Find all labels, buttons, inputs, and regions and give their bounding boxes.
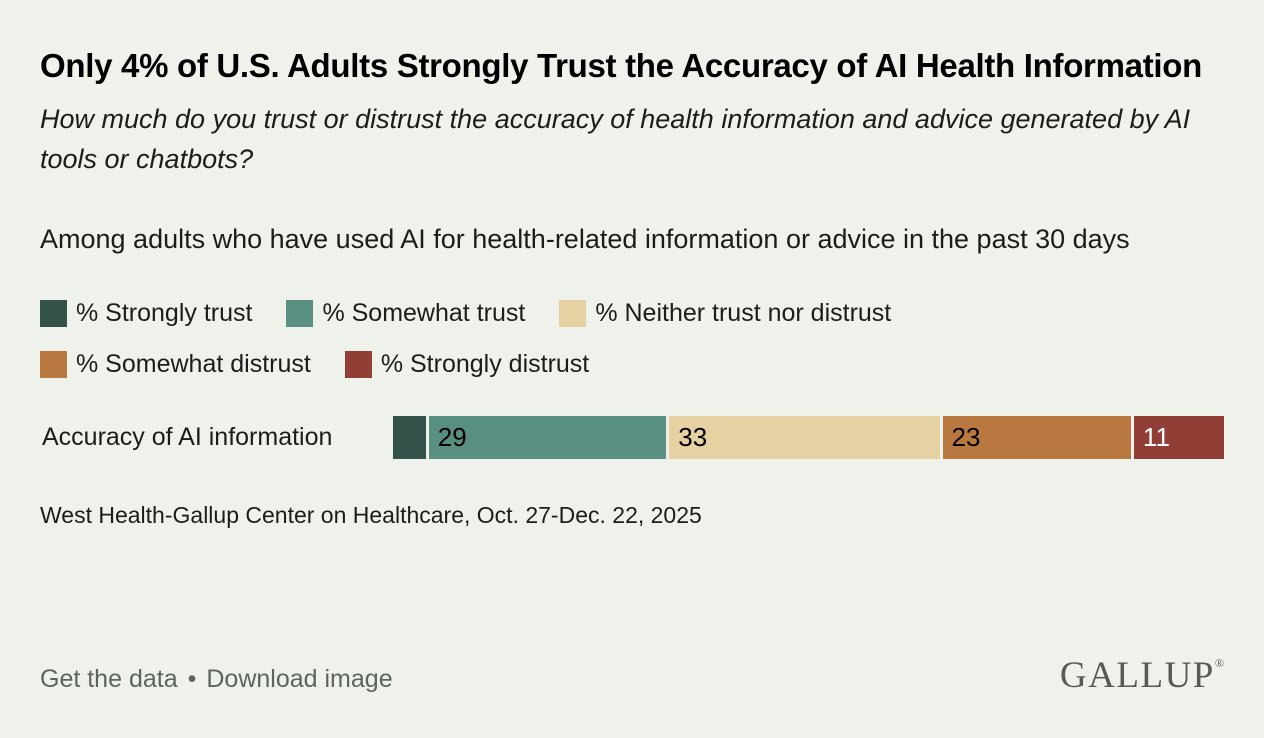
stacked-bar-row: Accuracy of AI information 29 33 23 11 — [40, 416, 1225, 459]
bar-segment-strongly-distrust: 11 — [1133, 416, 1225, 459]
somewhat-trust-swatch — [286, 299, 314, 327]
footer: Get the data • Download image GALLUP® — [40, 657, 1224, 694]
legend-item-label: % Neither trust nor distrust — [595, 298, 892, 327]
bar-segment-somewhat-trust: 29 — [428, 416, 667, 459]
segment-value: 23 — [951, 422, 981, 452]
legend-row-1: % Strongly trust % Somewhat trust % Neit… — [40, 299, 1224, 327]
get-the-data-link[interactable]: Get the data — [40, 665, 178, 693]
segment-value: 33 — [678, 422, 708, 452]
bar-segment-strongly-trust — [393, 416, 426, 459]
legend: % Strongly trust % Somewhat trust % Neit… — [40, 299, 1224, 378]
population-note: Among adults who have used AI for health… — [40, 224, 1130, 254]
download-image-link[interactable]: Download image — [206, 665, 393, 693]
bar-category-label: Accuracy of AI information — [42, 423, 333, 451]
legend-item-neither: % Neither trust nor distrust — [559, 299, 891, 328]
legend-item-label: % Strongly trust — [76, 298, 253, 327]
somewhat-distrust-swatch — [40, 350, 67, 378]
source-line: West Health-Gallup Center on Healthcare,… — [40, 502, 702, 528]
registered-mark: ® — [1214, 656, 1224, 670]
gallup-logo-text: GALLUP — [1059, 655, 1215, 696]
legend-item-somewhat-distrust: % Somewhat distrust — [40, 350, 311, 379]
strongly-trust-swatch — [40, 299, 67, 327]
footer-links: Get the data • Download image — [40, 665, 393, 694]
legend-item-label: % Strongly distrust — [380, 349, 590, 378]
footer-separator: • — [187, 665, 197, 693]
segment-value: 29 — [437, 422, 467, 452]
legend-item-label: % Somewhat distrust — [76, 349, 311, 378]
gallup-logo: GALLUP® — [1060, 657, 1224, 694]
bar-segment-neither: 33 — [669, 416, 940, 459]
bar-segment-somewhat-distrust: 23 — [942, 416, 1131, 459]
neither-trust-swatch — [559, 299, 587, 327]
page-title: Only 4% of U.S. Adults Strongly Trust th… — [40, 47, 1202, 84]
legend-row-2: % Somewhat distrust % Strongly distrust — [40, 350, 1224, 378]
legend-item-strongly-trust: % Strongly trust — [40, 299, 252, 328]
legend-item-label: % Somewhat trust — [322, 298, 526, 327]
strongly-distrust-swatch — [344, 350, 372, 378]
stacked-bar: 29 33 23 11 — [393, 416, 1225, 459]
segment-value: 11 — [1142, 422, 1170, 452]
legend-item-strongly-distrust: % Strongly distrust — [344, 349, 590, 379]
survey-question-subtitle: How much do you trust or distrust the ac… — [40, 104, 1191, 174]
legend-item-somewhat-trust: % Somewhat trust — [286, 299, 525, 328]
